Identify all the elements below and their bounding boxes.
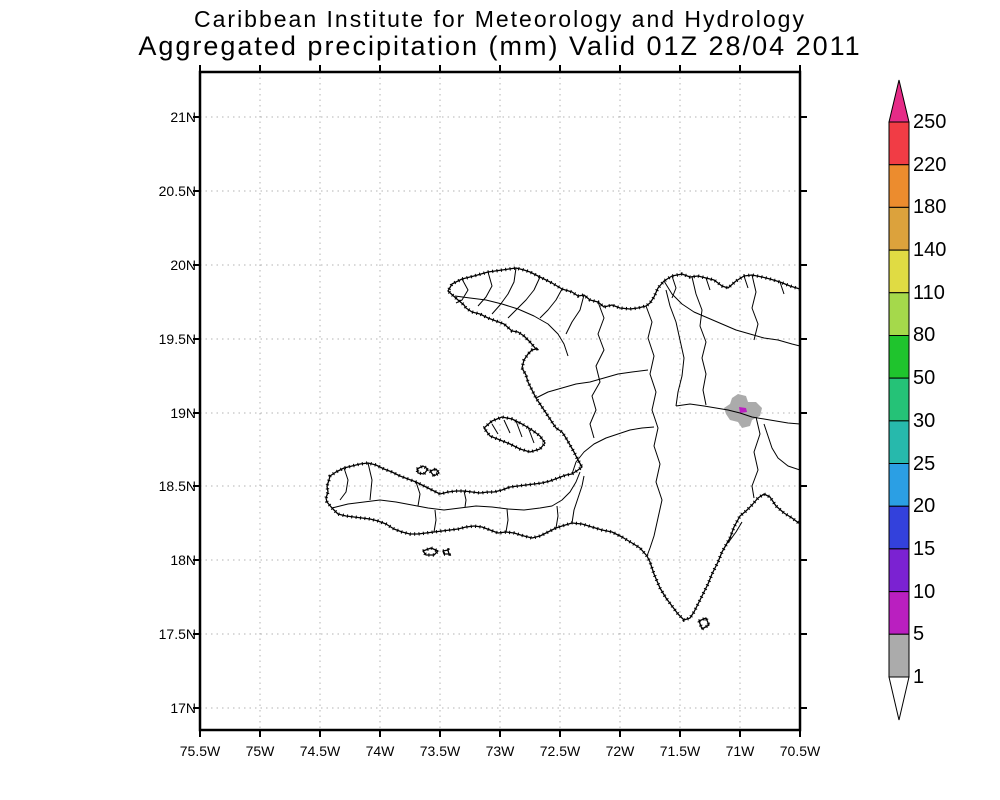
colorbar-threshold-label: 80: [913, 324, 936, 347]
colorbar-box-1-5: [888, 633, 910, 678]
figure-title-institution: Caribbean Institute for Meteorology and …: [194, 6, 806, 32]
colorbar-box-180-220: [888, 164, 910, 208]
lat-tick-label: 17.5N: [158, 626, 196, 642]
colorbar-box-110-140: [888, 249, 910, 294]
colorbar-box-220-250: [888, 121, 910, 166]
lat-tick-label: 20.5N: [158, 183, 196, 199]
lon-tick-label: 70.5W: [779, 743, 821, 759]
colorbar-box-25-30: [888, 420, 910, 465]
colorbar-box-15-20: [888, 505, 910, 550]
colorbar-box-30-50: [888, 377, 910, 422]
lon-tick-label: 72W: [605, 743, 635, 759]
lon-tick-label: 72.5W: [539, 743, 581, 759]
lon-tick-label: 74W: [365, 743, 395, 759]
figure-title-product: Aggregated precipitation (mm) Valid 01Z …: [138, 31, 862, 61]
colorbar-threshold-label: 250: [913, 111, 947, 133]
lon-tick-label: 73.5W: [419, 743, 461, 759]
lon-tick-label: 75.5W: [179, 743, 221, 759]
lon-tick-label: 74.5W: [299, 743, 341, 759]
lat-tick-label: 18.5N: [158, 478, 196, 494]
gonave-island-watersheds: [491, 419, 535, 444]
lat-tick-label: 19.5N: [158, 331, 196, 347]
lat-tick-label: 21N: [170, 109, 196, 125]
colorbar-threshold-label: 20: [913, 495, 936, 518]
colorbar-box-140-180: [888, 206, 910, 251]
colorbar-box-20-25: [888, 463, 910, 507]
precipitation-regions: [724, 394, 762, 428]
colorbar-threshold-label: 50: [913, 367, 936, 390]
watershed-boundaries: [331, 267, 800, 557]
central-haiti-watersheds: [535, 301, 663, 557]
nw-peninsula-watersheds: [454, 267, 585, 357]
southern-peninsula-watersheds: [331, 462, 585, 533]
colorbar-threshold-label: 30: [913, 409, 936, 432]
colorbar-threshold-label: 15: [913, 537, 936, 560]
coastlines: [324, 266, 800, 631]
lat-tick-label: 20N: [170, 257, 196, 273]
graticule: [200, 72, 800, 730]
plot-frame: [198, 70, 802, 732]
colorbar-threshold-label: 25: [913, 452, 936, 475]
colorbar-threshold-label: 5: [913, 623, 925, 646]
colorbar-box-10-15: [888, 548, 910, 593]
lon-tick-label: 75W: [245, 743, 275, 759]
lon-tick-label: 71W: [725, 743, 755, 759]
colorbar-threshold-label: 10: [913, 580, 936, 603]
colorbar-threshold-label: 1: [913, 666, 925, 688]
dominican-watersheds: [663, 274, 800, 544]
lat-tick-label: 17N: [170, 700, 196, 716]
lon-tick-label: 73W: [485, 743, 515, 759]
colorbar-threshold-label: 220: [913, 153, 947, 176]
colorbar-box-80-110: [888, 292, 910, 336]
colorbar-threshold-label: 140: [913, 239, 947, 262]
colorbar-threshold-label: 180: [913, 196, 947, 219]
colorbar-box-5-10: [888, 591, 910, 635]
lat-tick-label: 18N: [170, 552, 196, 568]
lon-tick-label: 71.5W: [659, 743, 701, 759]
colorbar-arrow-above-250: [888, 79, 910, 123]
colorbar-box-50-80: [888, 334, 910, 379]
colorbar-arrow-below-1: [888, 676, 910, 721]
colorbar-threshold-label: 110: [913, 281, 945, 304]
lat-tick-label: 19N: [170, 405, 196, 421]
precip-region-5-10mm: [739, 407, 747, 413]
